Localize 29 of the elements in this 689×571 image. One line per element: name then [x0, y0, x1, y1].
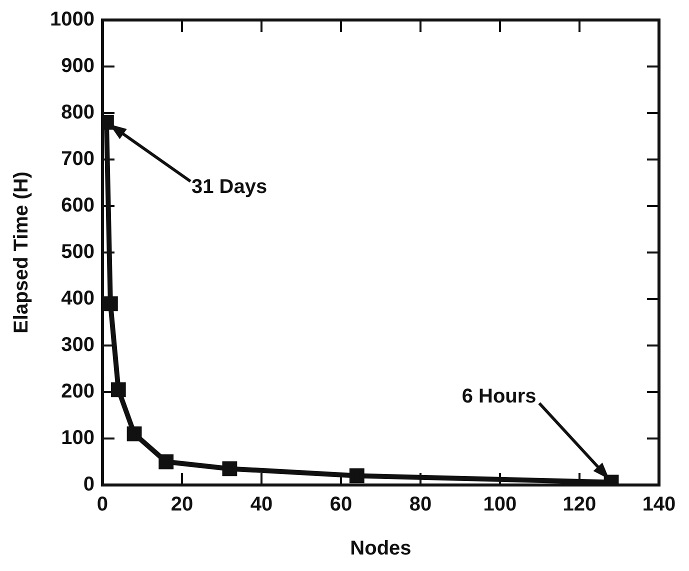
y-tick-label: 800	[61, 102, 94, 124]
y-tick-label: 1000	[50, 8, 94, 31]
x-tick-label: 60	[330, 494, 352, 516]
y-tick-label: 700	[61, 148, 94, 170]
x-tick-label: 80	[409, 494, 432, 516]
annotation: 31 Days	[191, 176, 268, 198]
y-tick-label: 200	[61, 380, 94, 403]
y-axis-title: Elapsed Time (H)	[10, 172, 33, 334]
y-tick-label: 900	[61, 55, 94, 78]
x-tick-label: 100	[483, 494, 517, 516]
y-tick-label: 100	[61, 427, 94, 450]
y-tick-label: 500	[61, 241, 94, 264]
y-tick-label: 300	[61, 334, 94, 356]
y-tick-label: 400	[61, 288, 94, 310]
point	[110, 382, 126, 398]
x-tick-label: 40	[250, 494, 273, 516]
x-tick-label: 120	[562, 494, 596, 516]
x-tick-label: 140	[642, 494, 676, 516]
point	[158, 454, 174, 470]
x-axis-title: Nodes	[350, 538, 412, 560]
y-tick-label: 600	[61, 194, 94, 217]
x-tick-label: 0	[96, 494, 108, 516]
x-tick-label: 20	[170, 494, 194, 516]
point	[222, 461, 238, 476]
point	[349, 468, 364, 484]
point	[126, 426, 142, 442]
annotation: 6 Hours	[462, 386, 536, 408]
point	[102, 296, 118, 312]
y-tick-label: 0	[83, 474, 94, 496]
